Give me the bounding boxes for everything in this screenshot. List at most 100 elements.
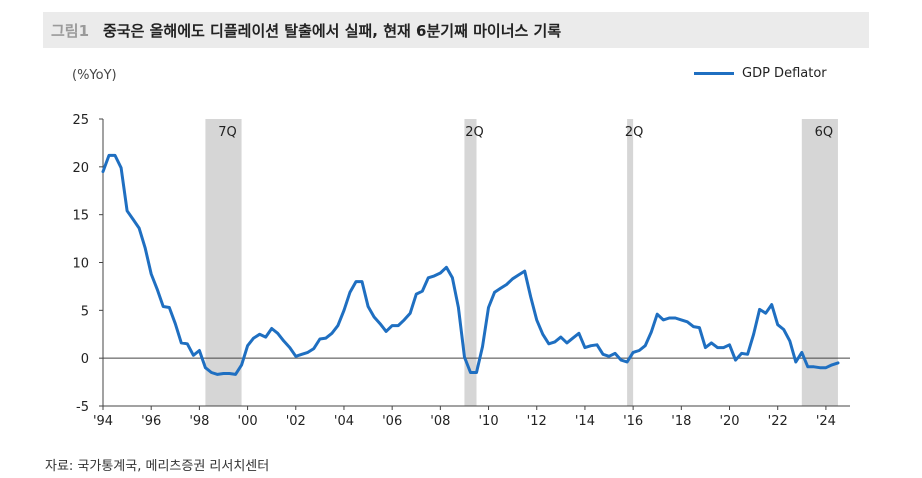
shaded-period-0: [205, 119, 242, 406]
data-point: [439, 271, 442, 275]
data-point: [523, 269, 526, 273]
data-point: [794, 360, 797, 364]
shaded-period-label-1: 2Q: [465, 125, 484, 140]
data-point: [577, 332, 581, 335]
chart-title: 중국은 올해에도 디플레이션 탈출에서 실패, 현재 6분기째 마이너스 기록: [103, 22, 562, 40]
x-tick-label: '98: [189, 414, 209, 429]
data-point: [216, 373, 219, 376]
x-tick-label: '96: [141, 414, 161, 429]
x-tick-label: '24: [816, 414, 836, 429]
data-point: [692, 325, 695, 328]
data-point: [390, 324, 394, 327]
y-tick-label: -5: [76, 400, 89, 415]
x-tick-label: '94: [93, 414, 113, 429]
data-point: [457, 306, 460, 309]
data-point: [228, 372, 231, 375]
data-point: [740, 352, 743, 355]
data-point: [722, 346, 725, 349]
x-tick-label: '22: [768, 414, 788, 429]
data-point: [149, 272, 153, 276]
data-point: [168, 306, 171, 309]
data-point: [246, 344, 249, 347]
shaded-period-2: [627, 119, 634, 406]
data-point: [288, 346, 291, 349]
data-point: [192, 354, 195, 357]
legend-entry-label: GDP Deflator: [742, 66, 827, 81]
data-point: [222, 372, 225, 375]
x-tick-label: '10: [478, 414, 498, 429]
data-point: [162, 305, 165, 308]
data-point: [499, 287, 502, 290]
data-point: [360, 280, 364, 283]
data-point: [613, 352, 617, 355]
y-tick-label: 15: [72, 209, 89, 224]
x-tick-label: '12: [527, 414, 547, 429]
data-point: [186, 342, 189, 346]
x-tick-label: '04: [334, 414, 354, 429]
legend-swatch: [694, 72, 734, 75]
data-point: [643, 344, 647, 347]
y-tick-label: 0: [81, 352, 89, 367]
data-point: [818, 366, 822, 369]
x-tick-label: '20: [719, 414, 739, 429]
data-point: [409, 312, 412, 315]
data-point: [324, 336, 328, 340]
y-axis-unit-label: (%YoY): [72, 68, 117, 83]
data-point: [427, 276, 430, 280]
data-point: [348, 290, 352, 294]
data-point: [493, 290, 496, 294]
data-point: [589, 344, 593, 347]
data-point: [174, 322, 177, 325]
data-point: [433, 274, 436, 278]
data-point: [637, 349, 641, 352]
data-point: [824, 366, 828, 369]
data-point: [674, 316, 677, 320]
shaded-period-1: [464, 119, 477, 406]
y-tick-label: 25: [72, 113, 89, 128]
figure-label: 그림1: [51, 22, 90, 40]
data-point: [505, 283, 508, 286]
data-point: [541, 333, 544, 336]
data-point: [180, 341, 183, 345]
data-point: [631, 351, 635, 354]
data-point: [137, 226, 141, 230]
data-point: [463, 356, 466, 359]
data-point: [415, 292, 418, 296]
x-tick-label: '08: [430, 414, 450, 429]
data-point: [421, 290, 424, 293]
data-point: [788, 339, 791, 343]
data-point: [517, 273, 520, 277]
figure-title-bar: 그림1 중국은 올해에도 디플레이션 탈출에서 실패, 현재 6분기째 마이너스…: [43, 12, 869, 48]
data-point: [312, 347, 316, 350]
data-point: [240, 363, 243, 367]
y-tick-label: 20: [72, 161, 89, 176]
data-point: [656, 312, 659, 316]
shaded-period-label-2: 2Q: [625, 125, 644, 140]
data-point: [445, 266, 448, 269]
data-point: [451, 276, 454, 280]
data-point: [475, 371, 478, 374]
data-point: [559, 335, 563, 339]
data-point: [800, 351, 804, 354]
data-point: [764, 312, 767, 315]
data-point: [384, 330, 388, 333]
data-point: [372, 315, 376, 319]
data-point: [306, 351, 310, 354]
data-point: [131, 218, 135, 221]
data-point: [601, 353, 605, 356]
data-point: [716, 346, 719, 349]
x-tick-label: '06: [382, 414, 402, 429]
x-tick-label: '16: [623, 414, 643, 429]
data-point: [836, 361, 840, 365]
shaded-period-label-0: 7Q: [218, 125, 237, 140]
data-point: [830, 363, 834, 367]
data-point: [529, 295, 532, 299]
x-tick-label: '14: [575, 414, 595, 429]
data-point: [625, 360, 629, 364]
data-point: [403, 318, 406, 322]
data-point: [571, 336, 575, 340]
data-point: [565, 341, 569, 345]
data-point: [662, 318, 665, 322]
data-point: [119, 166, 123, 169]
